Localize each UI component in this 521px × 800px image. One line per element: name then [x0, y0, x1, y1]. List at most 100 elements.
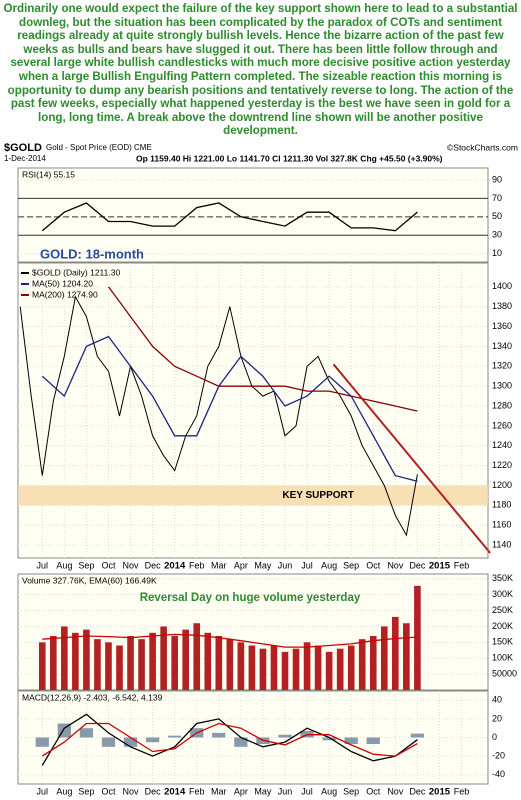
x-tick-label: Oct — [366, 786, 381, 796]
bar — [248, 645, 256, 690]
bar — [234, 737, 248, 747]
y-tick-label: 1340 — [492, 341, 512, 351]
y-tick-label: 350K — [492, 573, 513, 583]
panel-label: Volume 327.76K, EMA(60) 166.49K — [22, 575, 157, 585]
bar — [79, 728, 94, 738]
x-tick-label: Sep — [78, 560, 94, 570]
panel-label: RSI(14) 55.15 — [22, 169, 75, 179]
bar — [369, 635, 377, 690]
y-tick-label: 50000 — [492, 668, 517, 678]
x-tick-label: Feb — [189, 560, 205, 570]
y-tick-label: 150K — [492, 637, 513, 647]
y-tick-label: 70 — [492, 193, 502, 203]
y-tick-label: 30 — [492, 230, 502, 240]
bar — [168, 735, 182, 738]
bar — [38, 642, 46, 690]
bar — [358, 639, 366, 690]
bar — [145, 737, 160, 743]
x-tick-label: 2014 — [164, 561, 186, 572]
y-tick-label: 300K — [492, 589, 513, 599]
y-tick-label: 1180 — [492, 500, 511, 510]
x-tick-label: Nov — [387, 560, 404, 570]
y-tick-label: 50 — [492, 211, 502, 221]
bar — [347, 645, 355, 690]
x-tick-label: Oct — [101, 786, 116, 796]
series-line — [41, 722, 418, 757]
x-tick-label: 2015 — [429, 561, 451, 572]
bar — [215, 635, 223, 690]
bar — [259, 648, 267, 690]
bar — [160, 626, 167, 690]
y-tick-label: 200K — [492, 621, 513, 631]
bar — [303, 642, 311, 690]
bar — [149, 632, 156, 690]
legend-label: $GOLD (Daily) 1211.30 — [32, 267, 120, 277]
commentary: Ordinarily one would expect the failure … — [3, 2, 518, 138]
panel-label: MACD(12,26,9) -2.403, -6.542, 4.139 — [22, 692, 163, 702]
y-tick-label: 0 — [492, 732, 497, 742]
bar — [116, 645, 123, 690]
y-tick-label: 1360 — [492, 321, 512, 331]
x-tick-label: Apr — [234, 786, 248, 796]
y-tick-label: 250K — [492, 605, 513, 615]
bar — [281, 651, 289, 690]
trendline — [332, 363, 491, 554]
bar — [193, 623, 201, 690]
bar — [226, 639, 234, 690]
y-tick-label: 10 — [492, 248, 502, 258]
x-tick-label: Jun — [278, 786, 293, 796]
bar — [237, 642, 245, 690]
x-tick-label: Aug — [321, 560, 337, 570]
x-tick-label: Sep — [343, 560, 359, 570]
x-tick-label: 2015 — [429, 787, 451, 798]
bar — [204, 632, 212, 690]
panel — [17, 262, 489, 559]
x-tick-label: Oct — [101, 560, 116, 570]
x-tick-label: Jul — [37, 560, 49, 570]
bar — [83, 629, 90, 690]
x-tick-label: Aug — [321, 786, 337, 796]
x-tick-label: Jul — [301, 560, 313, 570]
x-tick-label: Dec — [409, 786, 426, 796]
support-label: KEY SUPPORT — [282, 490, 354, 501]
y-tick-label: 1200 — [492, 480, 512, 490]
bar — [314, 645, 322, 690]
bar — [325, 651, 333, 690]
x-tick-label: Aug — [56, 560, 72, 570]
y-tick-label: -40 — [492, 769, 505, 779]
y-tick-label: 100K — [492, 653, 513, 663]
y-tick-label: 1240 — [492, 440, 512, 450]
series-line — [107, 286, 418, 412]
y-tick-label: 20 — [492, 713, 502, 723]
panel-title: GOLD: 18-month — [40, 246, 144, 261]
bar — [392, 616, 399, 690]
bar — [123, 737, 138, 747]
panel — [17, 167, 489, 263]
legend-label: MA(200) 1274.90 — [32, 289, 98, 299]
series-line — [41, 202, 418, 232]
bar — [171, 635, 178, 690]
x-tick-label: Nov — [123, 560, 140, 570]
bar — [138, 639, 145, 690]
x-tick-label: Dec — [145, 786, 162, 796]
x-tick-label: Oct — [366, 560, 381, 570]
x-tick-label: Nov — [123, 786, 140, 796]
x-tick-label: Feb — [189, 786, 205, 796]
x-tick-label: Jul — [37, 786, 49, 796]
legend-label: MA(50) 1204.20 — [32, 278, 93, 288]
x-tick-label: Jul — [301, 786, 313, 796]
bar — [182, 629, 190, 690]
symbol-name: Gold - Spot Price (EOD) CME — [46, 143, 152, 152]
x-tick-label: May — [254, 786, 272, 796]
bar — [322, 737, 336, 741]
bar — [105, 642, 112, 690]
y-tick-label: 1380 — [492, 301, 512, 311]
series-line — [41, 713, 418, 766]
annotation: Reversal Day on huge volume yesterday — [140, 592, 361, 604]
y-tick-label: 1400 — [492, 281, 512, 291]
bar — [94, 639, 101, 690]
date: 1-Dec-2014 — [4, 154, 46, 163]
x-tick-label: Nov — [387, 786, 404, 796]
y-tick-label: 1160 — [492, 520, 511, 530]
x-tick-label: Sep — [343, 786, 359, 796]
